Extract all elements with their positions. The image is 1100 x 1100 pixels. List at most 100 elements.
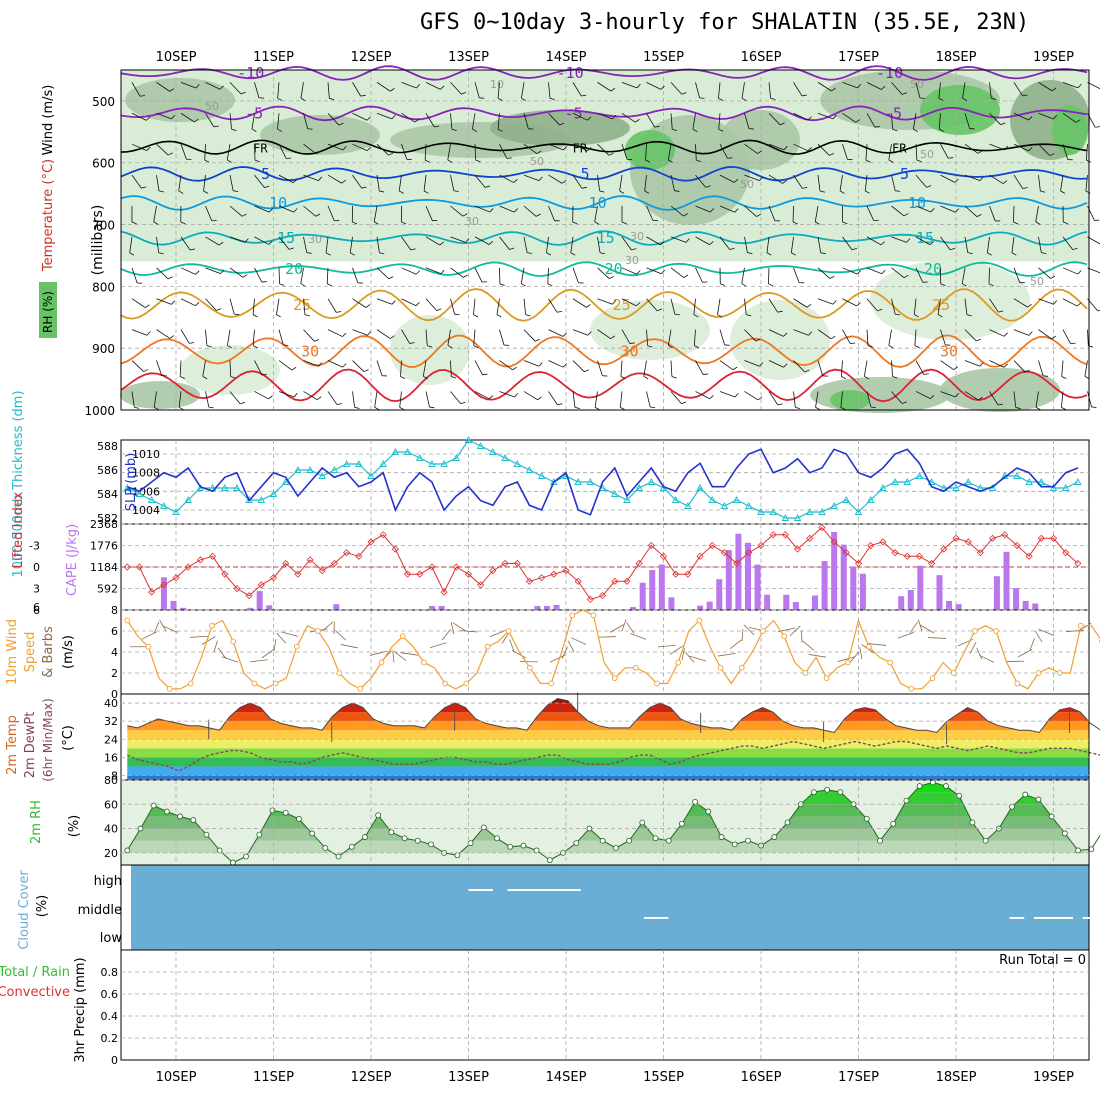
pressure-tick-label: 500: [92, 95, 115, 109]
wind-barb: [793, 143, 809, 152]
wind-barb-flag: [865, 190, 870, 194]
wind-barb-flag: [747, 252, 753, 254]
thickness-point: [830, 502, 838, 509]
rh2m-point: [124, 847, 131, 854]
wind-barb-flag: [279, 283, 285, 286]
wind-barb: [1085, 144, 1088, 161]
wind-barb: [205, 298, 217, 311]
wind-barb-flag: [268, 208, 274, 213]
wind-barb-flag: [572, 221, 578, 225]
thickness-point: [172, 508, 180, 515]
wind-barb: [842, 112, 856, 123]
cape-tick-label: 592: [97, 583, 118, 596]
wind-barb-10m: [511, 650, 527, 659]
wind-barb: [793, 391, 796, 408]
wind-barb-flag: [903, 274, 909, 279]
wind-speed-point: [696, 617, 703, 624]
wind-barb: [178, 175, 182, 191]
day-label-top-7: 17SEP: [838, 50, 879, 65]
wind-barb: [670, 360, 673, 377]
wind-speed-point: [166, 685, 173, 692]
cloud-level-label: middle: [78, 903, 122, 918]
wind-barb-flag: [855, 119, 861, 123]
wind-barb: [205, 113, 215, 128]
wind-barb: [1038, 360, 1044, 376]
wind-barb: [252, 329, 255, 346]
thickness-point: [781, 514, 790, 521]
wind-barb-flag: [479, 97, 485, 99]
wind-barb-flag: [741, 97, 747, 102]
wind-barb: [695, 205, 711, 213]
wind-barb-10m: [159, 619, 167, 632]
wind-barb-flag: [867, 345, 873, 348]
wind-barb-flag: [454, 313, 460, 316]
rh-region-0: [125, 78, 235, 122]
wind-barb-flag: [804, 369, 810, 373]
wind-speed-point: [887, 659, 893, 666]
wind-barb-flag: [316, 396, 322, 401]
wind-barb: [229, 298, 235, 315]
wind-barb-flag: [857, 83, 862, 89]
wind-barb: [521, 82, 525, 99]
wind-barb: [915, 360, 925, 375]
wind-barb: [327, 82, 330, 99]
wind-barb: [450, 113, 453, 130]
wind-barb: [915, 174, 927, 188]
rh2m-point: [612, 845, 619, 851]
temp-tick-label: 16: [104, 751, 118, 764]
wind-barb-flag: [178, 406, 184, 411]
rh2m-point: [665, 837, 672, 844]
wind-barb-flag: [962, 97, 968, 102]
rh2m-tick-label: 20: [104, 847, 118, 860]
wind-barb-flag: [537, 396, 542, 401]
wind-barb-flag: [485, 185, 491, 188]
wind-barb-flag: [304, 314, 310, 317]
temperature-band: [127, 730, 1089, 740]
wind-speed-point: [505, 628, 512, 634]
wind-barb: [989, 82, 992, 99]
wind-barb-flag: [1095, 126, 1100, 128]
wind-barb: [303, 236, 308, 253]
wind-barb-flag: [390, 335, 395, 339]
wind-barb-flag: [475, 159, 481, 163]
wind-barb: [891, 267, 905, 279]
wind-barb: [303, 143, 317, 155]
lifted-index-point: [123, 563, 131, 571]
wind-barb: [278, 391, 295, 398]
wind-barb-10m: [897, 632, 915, 639]
wind-barb: [227, 329, 231, 346]
wind-barb: [695, 174, 707, 188]
wind-barb-flag: [734, 208, 739, 213]
rh2m-point: [494, 835, 500, 842]
lifted-index-point: [952, 534, 960, 542]
wind-barb: [376, 112, 393, 120]
wind-barb: [474, 205, 490, 213]
li-tick-label: -3: [29, 540, 40, 553]
wind-barb-flag: [1022, 187, 1028, 189]
lifted-index-point: [623, 577, 631, 585]
wind-barb: [744, 298, 747, 315]
wind-barb-flag: [1028, 116, 1033, 121]
wind-barb-flag: [620, 376, 626, 379]
wind-barb-flag: [1013, 221, 1019, 225]
rh2m-point: [969, 819, 976, 826]
wind-barb-flag: [497, 97, 503, 101]
wind-barb-flag: [482, 373, 488, 376]
wind-barb-flag: [293, 392, 298, 398]
wind-barb-flag: [240, 401, 246, 405]
wind-barb-flag: [227, 159, 232, 163]
wind-barb-flag: [496, 314, 502, 318]
isotherm-label: FR: [573, 141, 588, 155]
lifted-index-axis-label: Lifted Index: [11, 491, 26, 568]
cape-bar: [840, 544, 847, 610]
precip-tick-label: 0.2: [101, 1032, 119, 1045]
wind-barb-flag: [158, 252, 164, 255]
isotherm-label: 5: [900, 165, 909, 183]
wind-barb-flag: [203, 190, 209, 194]
wind-barb: [989, 360, 1005, 368]
wind-barb: [692, 113, 696, 130]
wind-barb-flag: [1051, 87, 1057, 92]
isotherm-label: 5: [581, 165, 590, 183]
wind-barb-flag: [288, 247, 294, 250]
lifted-index-point: [525, 577, 534, 585]
